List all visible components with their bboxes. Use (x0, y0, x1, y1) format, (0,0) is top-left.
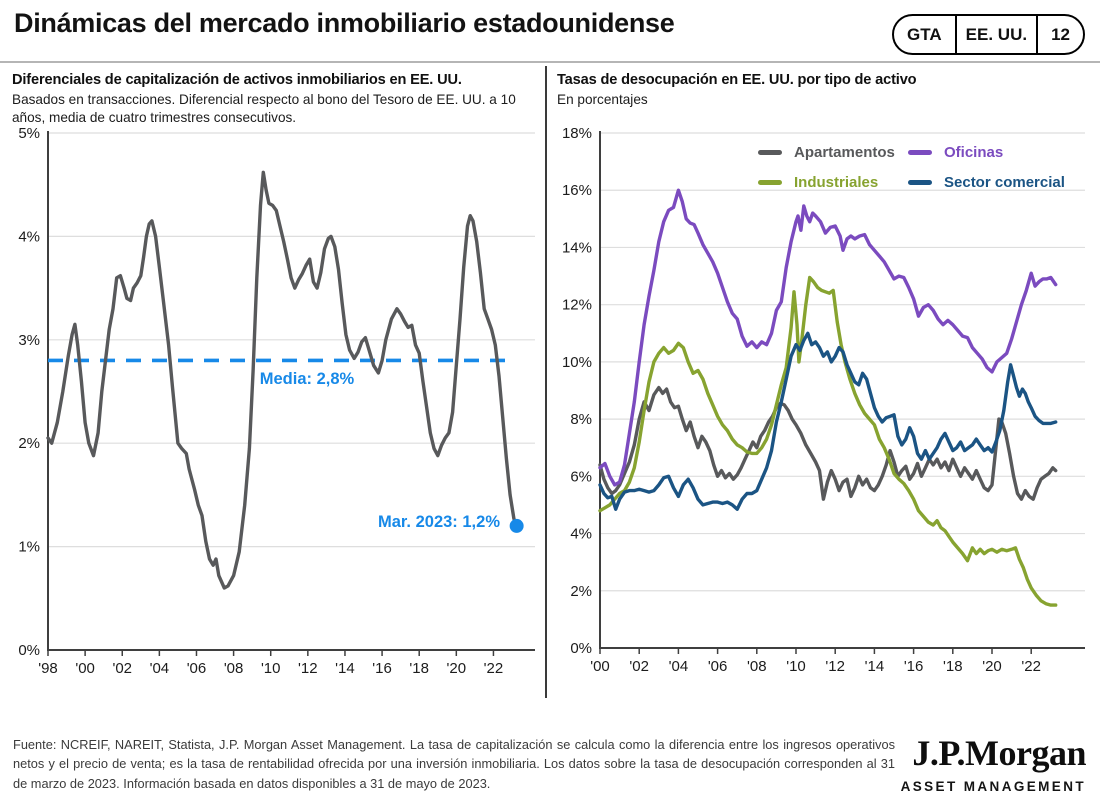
jpmorgan-logo-wordmark: J.P.Morgan (912, 733, 1086, 773)
y-axis-tick-label: 0% (570, 640, 592, 657)
header-divider (0, 61, 1100, 63)
legend-item-sector-comercial: Sector comercial (908, 174, 1065, 191)
legend-label: Industriales (794, 174, 879, 191)
legend-label: Oficinas (944, 144, 1004, 161)
jpmorgan-logo: J.P.Morgan ASSET MANAGEMENT (900, 733, 1087, 794)
jpmorgan-logo-subtitle: ASSET MANAGEMENT (900, 778, 1086, 794)
x-axis-tick-label: '18 (409, 660, 429, 677)
legend-label: Apartamentos (794, 144, 895, 161)
y-axis-tick-label: 0% (18, 642, 40, 659)
x-axis-tick-label: '20 (982, 658, 1002, 675)
cap-rate-chart: 0% 1% 2% 3% 4% 5% '98 '00 '02 '04 '06 '08 '10 '12 '14 '… (0, 120, 545, 695)
y-axis-tick-label: 4% (570, 526, 592, 543)
x-axis-tick-label: '06 (187, 660, 207, 677)
y-axis-tick-label: 3% (18, 332, 40, 349)
x-axis-tick-label: '16 (904, 658, 924, 675)
x-axis-tick-label: '04 (150, 660, 170, 677)
vacancy-chart-subtitle: En porcentajes (557, 92, 648, 107)
y-axis-tick-label: 1% (18, 539, 40, 556)
y-axis-tick-label: 8% (570, 411, 592, 428)
y-axis-tick-label: 18% (562, 125, 592, 142)
legend-item-apartamentos: Apartamentos (758, 144, 908, 161)
x-axis-tick-label: '14 (865, 658, 885, 675)
x-axis-tick-label: '02 (629, 658, 649, 675)
x-axis-tick-label: '10 (786, 658, 806, 675)
page-badge: GTA EE. UU. 12 (892, 14, 1085, 55)
x-axis-tick-label: '08 (224, 660, 244, 677)
right-column: Tasas de desocupación en EE. UU. por tip… (557, 72, 1089, 109)
y-axis-tick-label: 12% (562, 297, 592, 314)
series-line-1 (598, 188, 1058, 487)
page-title: Dinámicas del mercado inmobiliario estad… (14, 8, 675, 38)
y-axis-tick-label: 14% (562, 239, 592, 256)
end-point-marker (509, 518, 524, 533)
y-axis-tick-label: 6% (570, 468, 592, 485)
cap-rate-chart-svg: 0% 1% 2% 3% 4% 5% '98 '00 '02 '04 '06 '08 '10 '12 '14 '… (18, 125, 535, 677)
legend-swatch (758, 180, 782, 185)
vacancy-chart: 0% 2% 4% 6% 8% 10% 12% 14% 16% 18% '00 '02 '04 '06 '08… (545, 120, 1100, 695)
series-line-3 (598, 331, 1058, 511)
legend-item-oficinas: Oficinas (908, 144, 1065, 161)
y-axis-tick-label: 2% (18, 435, 40, 452)
cap-rate-chart-subtitle: Basados en transacciones. Diferencial re… (12, 92, 516, 125)
source-text: Fuente: NCREIF, NAREIT, Statista, J.P. M… (13, 737, 895, 791)
y-axis-tick-label: 10% (562, 354, 592, 371)
badge-gta: GTA (907, 24, 942, 44)
x-axis-tick-label: '00 (590, 658, 610, 675)
x-axis-tick-label: '22 (484, 660, 504, 677)
x-axis-tick-label: '10 (261, 660, 281, 677)
column-divider (545, 66, 547, 698)
series-line-2 (598, 275, 1058, 607)
x-axis-tick-label: '98 (38, 660, 58, 677)
x-axis-tick-label: '12 (298, 660, 318, 677)
legend-swatch (758, 150, 782, 155)
x-axis-tick-label: '06 (708, 658, 728, 675)
legend-swatch (908, 180, 932, 185)
x-axis-tick-label: '00 (75, 660, 95, 677)
vacancy-chart-title: Tasas de desocupación en EE. UU. por tip… (557, 72, 917, 88)
x-axis-tick-label: '22 (1021, 658, 1041, 675)
end-point-label: Mar. 2023: 1,2% (378, 513, 500, 531)
x-axis-tick-label: '20 (447, 660, 467, 677)
cap-rate-chart-title: Diferenciales de capitalización de activ… (12, 72, 462, 88)
y-axis-tick-label: 2% (570, 583, 592, 600)
x-axis-tick-label: '14 (335, 660, 355, 677)
badge-page-number: 12 (1051, 24, 1070, 44)
vacancy-chart-svg: 0% 2% 4% 6% 8% 10% 12% 14% 16% 18% '00 '02 '04 '06 '08… (562, 125, 1085, 675)
x-axis-tick-label: '08 (747, 658, 767, 675)
x-axis-tick-label: '04 (669, 658, 689, 675)
series-line-0 (46, 170, 519, 590)
x-axis-tick-label: '12 (825, 658, 845, 675)
legend-swatch (908, 150, 932, 155)
x-axis-tick-label: '02 (112, 660, 132, 677)
y-axis-tick-label: 16% (562, 182, 592, 199)
mean-line-label: Media: 2,8% (260, 370, 355, 388)
x-axis-tick-label: '18 (943, 658, 963, 675)
left-column: Diferenciales de capitalización de activ… (12, 72, 537, 126)
y-axis-tick-label: 4% (18, 228, 40, 245)
legend-label: Sector comercial (944, 174, 1065, 191)
x-axis-tick-label: '16 (372, 660, 392, 677)
legend-item-industriales: Industriales (758, 174, 908, 191)
y-axis-tick-label: 5% (18, 125, 40, 142)
series-line-0 (598, 385, 1058, 501)
vacancy-chart-legend: Apartamentos Oficinas Industriales Sector c… (758, 144, 1065, 191)
badge-region: EE. UU. (954, 16, 1039, 53)
